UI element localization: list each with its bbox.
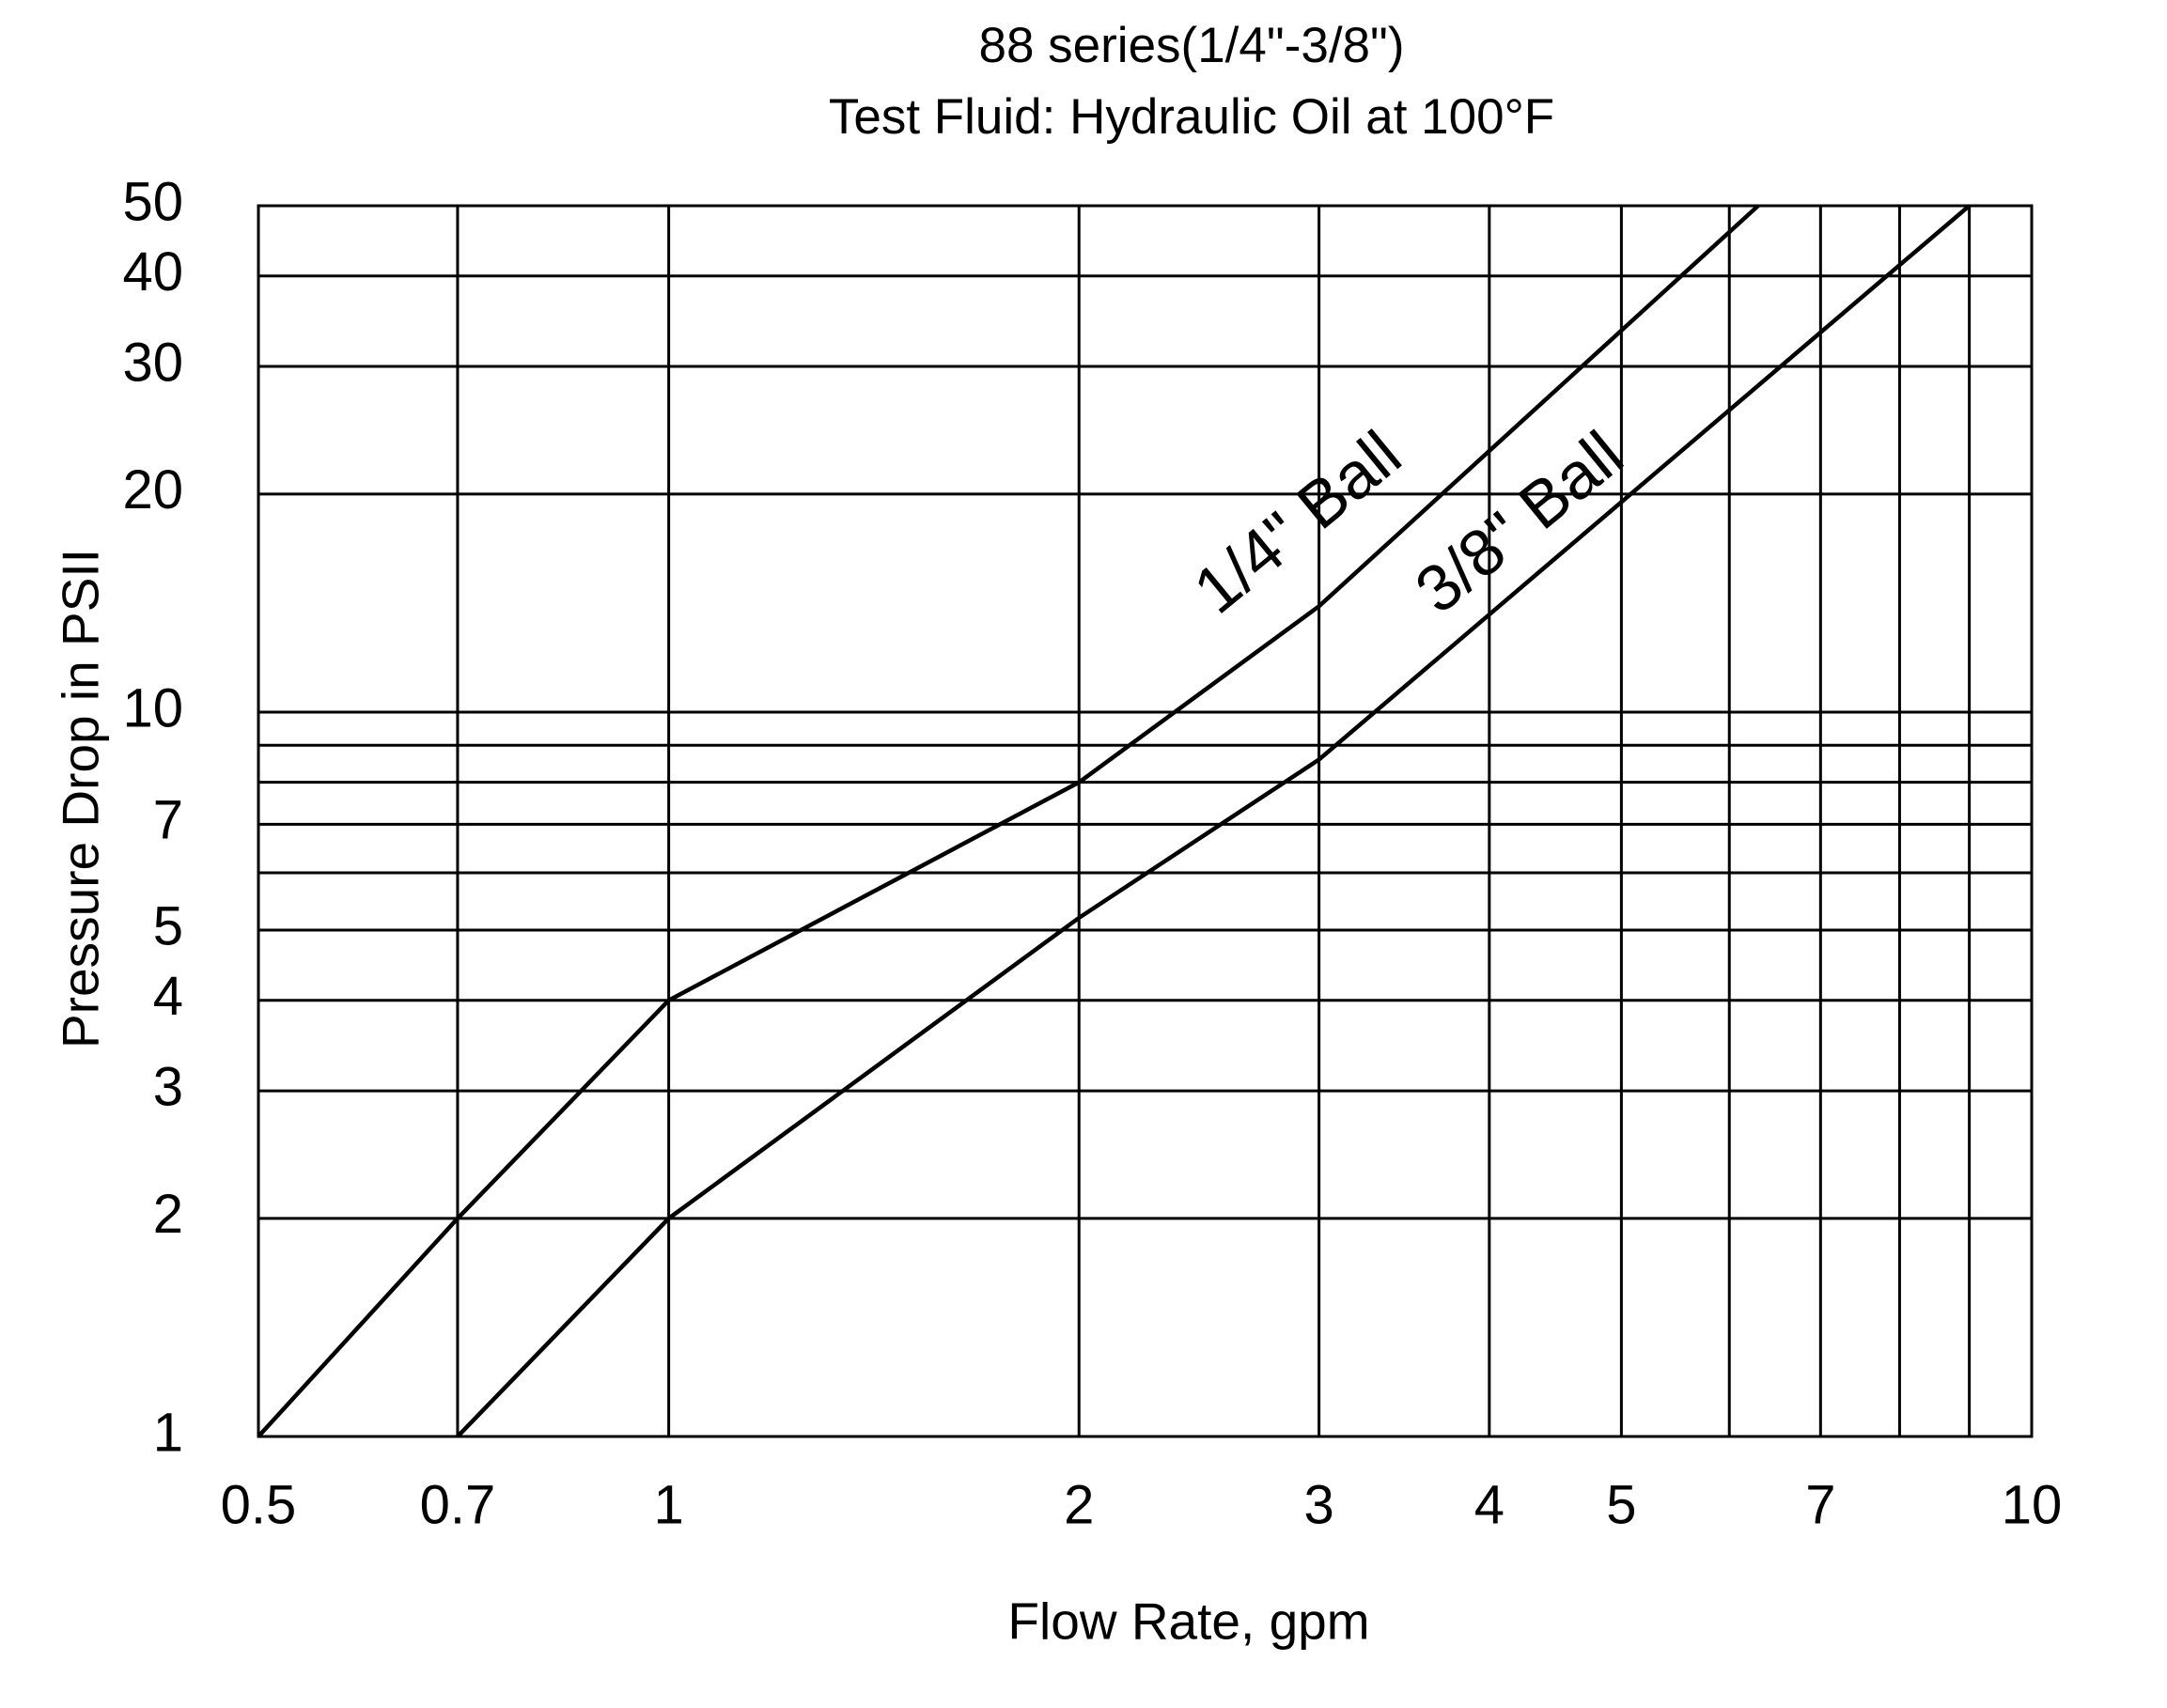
y-tick-label: 5 <box>153 895 183 956</box>
y-tick-label: 3 <box>153 1056 183 1117</box>
y-tick-label: 40 <box>122 241 183 303</box>
chart-title: 88 series(1/4"-3/8") <box>979 18 1405 73</box>
series-line <box>257 204 1760 1438</box>
x-axis-title: Flow Rate, gpm <box>1007 1592 1369 1651</box>
x-tick-label: 0.7 <box>420 1474 496 1535</box>
y-tick-label: 1 <box>153 1402 183 1463</box>
y-tick-label: 20 <box>122 459 183 520</box>
x-tick-label: 3 <box>1303 1474 1333 1535</box>
x-tick-label: 10 <box>2002 1474 2063 1535</box>
x-tick-label: 7 <box>1805 1474 1835 1535</box>
plot-frame <box>257 204 2034 1438</box>
x-tick-label: 4 <box>1474 1474 1504 1535</box>
x-tick-label: 2 <box>1064 1474 1094 1535</box>
chart-subtitle: Test Fluid: Hydraulic Oil at 100°F <box>829 89 1554 145</box>
x-tick-label: 0.5 <box>221 1474 297 1535</box>
x-tick-label: 5 <box>1606 1474 1636 1535</box>
y-tick-label: 30 <box>122 332 183 393</box>
series-line <box>456 204 1972 1438</box>
y-axis-title: Pressure Drop in PSII <box>52 549 110 1048</box>
y-tick-label: 50 <box>122 171 183 232</box>
y-tick-label: 4 <box>153 966 183 1027</box>
y-tick-label: 10 <box>122 677 183 738</box>
y-tick-label: 7 <box>153 790 183 851</box>
x-tick-label: 1 <box>653 1474 683 1535</box>
y-tick-label: 2 <box>153 1184 183 1245</box>
